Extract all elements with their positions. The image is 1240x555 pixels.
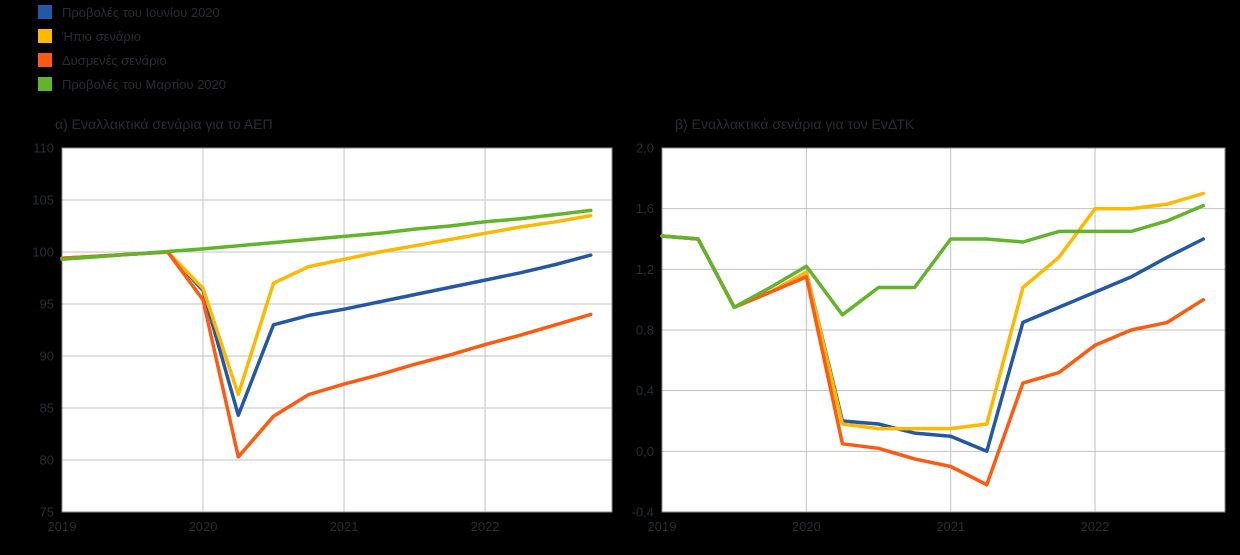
svg-text:2,0: 2,0 (636, 141, 654, 156)
svg-text:1,2: 1,2 (636, 262, 654, 277)
svg-text:2022: 2022 (471, 519, 500, 534)
svg-text:95: 95 (40, 297, 54, 312)
svg-text:105: 105 (32, 193, 54, 208)
svg-text:85: 85 (40, 401, 54, 416)
gdp-chart-title: α) Εναλλακτικά σενάρια για το ΑΕΠ (55, 116, 273, 132)
legend-item-march2020: Προβολές του Μαρτίου 2020 (38, 76, 226, 92)
svg-text:2019: 2019 (48, 519, 77, 534)
svg-text:75: 75 (40, 505, 54, 520)
chart-legend: Προβολές του Ιουνίου 2020 Ήπιο σενάριο Δ… (38, 4, 226, 92)
svg-text:2021: 2021 (330, 519, 359, 534)
svg-text:1,6: 1,6 (636, 201, 654, 216)
svg-text:2020: 2020 (792, 519, 821, 534)
legend-item-severe-scenario: Δυσμενές σενάριο (38, 52, 226, 68)
svg-text:90: 90 (40, 349, 54, 364)
svg-text:2019: 2019 (648, 519, 677, 534)
legend-swatch-severe-scenario (38, 53, 52, 67)
svg-text:-0,4: -0,4 (632, 505, 654, 520)
legend-swatch-mild-scenario (38, 29, 52, 43)
svg-text:2021: 2021 (936, 519, 965, 534)
legend-label-march2020: Προβολές του Μαρτίου 2020 (62, 76, 226, 92)
svg-text:100: 100 (32, 245, 54, 260)
legend-label-mild-scenario: Ήπιο σενάριο (62, 28, 141, 44)
legend-label-june2020: Προβολές του Ιουνίου 2020 (62, 4, 220, 20)
svg-text:80: 80 (40, 453, 54, 468)
hicp-chart-title: β) Εναλλακτικά σενάρια για τον ΕνΔΤΚ (675, 116, 915, 132)
legend-item-mild-scenario: Ήπιο σενάριο (38, 28, 226, 44)
svg-text:2022: 2022 (1081, 519, 1110, 534)
svg-text:0,4: 0,4 (636, 383, 654, 398)
legend-item-june2020: Προβολές του Ιουνίου 2020 (38, 4, 226, 20)
svg-text:0,8: 0,8 (636, 323, 654, 338)
legend-label-severe-scenario: Δυσμενές σενάριο (62, 52, 167, 68)
svg-text:110: 110 (33, 141, 54, 156)
svg-text:2020: 2020 (189, 519, 218, 534)
legend-swatch-march2020 (38, 77, 52, 91)
svg-text:0,0: 0,0 (636, 444, 654, 459)
legend-swatch-june2020 (38, 5, 52, 19)
